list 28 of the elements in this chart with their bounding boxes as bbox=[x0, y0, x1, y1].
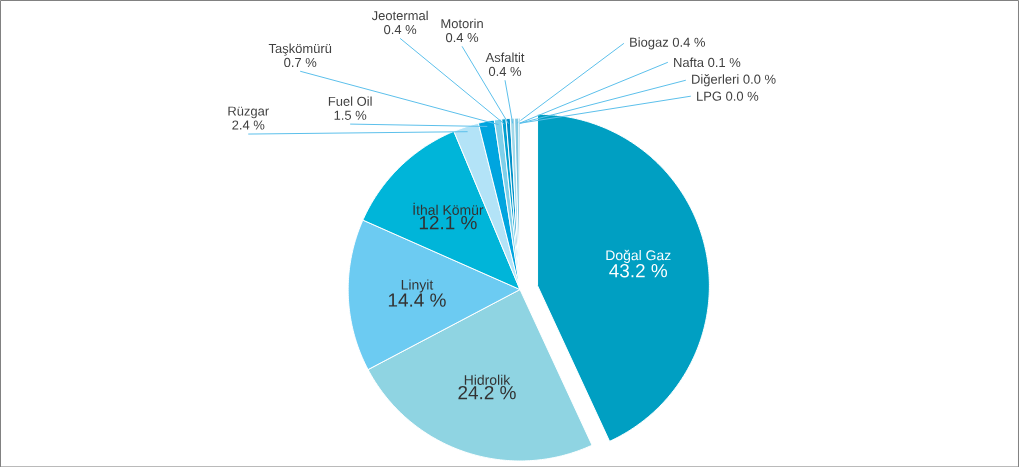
data-label: 1.5 % bbox=[334, 110, 367, 120]
slice-label: Hidrolik bbox=[464, 374, 511, 385]
data-label: 12.1 % bbox=[419, 215, 477, 230]
slice-label: Doğal Gaz bbox=[606, 249, 671, 263]
category-label: Diğerleri bbox=[692, 73, 739, 87]
data-label: 0.4 % bbox=[384, 24, 417, 34]
slice-label: İthal Kömür bbox=[413, 202, 484, 215]
data-label: 0.7 % bbox=[284, 57, 317, 67]
data-label: 24.2 % bbox=[458, 385, 516, 400]
text: 0.0 % bbox=[726, 91, 759, 101]
slice-label: Rüzgar bbox=[228, 106, 269, 119]
data-label: 0.4 % bbox=[445, 32, 479, 42]
data-label: 0.4 % bbox=[488, 66, 522, 76]
slice-label: Linyit bbox=[401, 279, 434, 293]
text: 0.0 % bbox=[743, 74, 776, 84]
data-label: 43.2 % bbox=[609, 263, 668, 278]
category-label: LPG bbox=[697, 91, 721, 101]
data-label: 0.1 % bbox=[708, 57, 741, 67]
slice-label: Motorin bbox=[441, 18, 483, 28]
slice-label: Asfaltit bbox=[485, 52, 525, 62]
slice-label: Jeotermal bbox=[371, 10, 428, 20]
slice-label: Biogaz bbox=[630, 37, 669, 50]
data-label: 0.4 % bbox=[672, 37, 706, 47]
data-label: 2.4 % bbox=[232, 120, 265, 130]
slice-label: Taşkömürü bbox=[268, 43, 332, 56]
data-label: 14.4 % bbox=[388, 293, 446, 307]
slice-label: Nafta bbox=[674, 57, 705, 67]
slice-label: Fuel Oil bbox=[328, 96, 372, 106]
